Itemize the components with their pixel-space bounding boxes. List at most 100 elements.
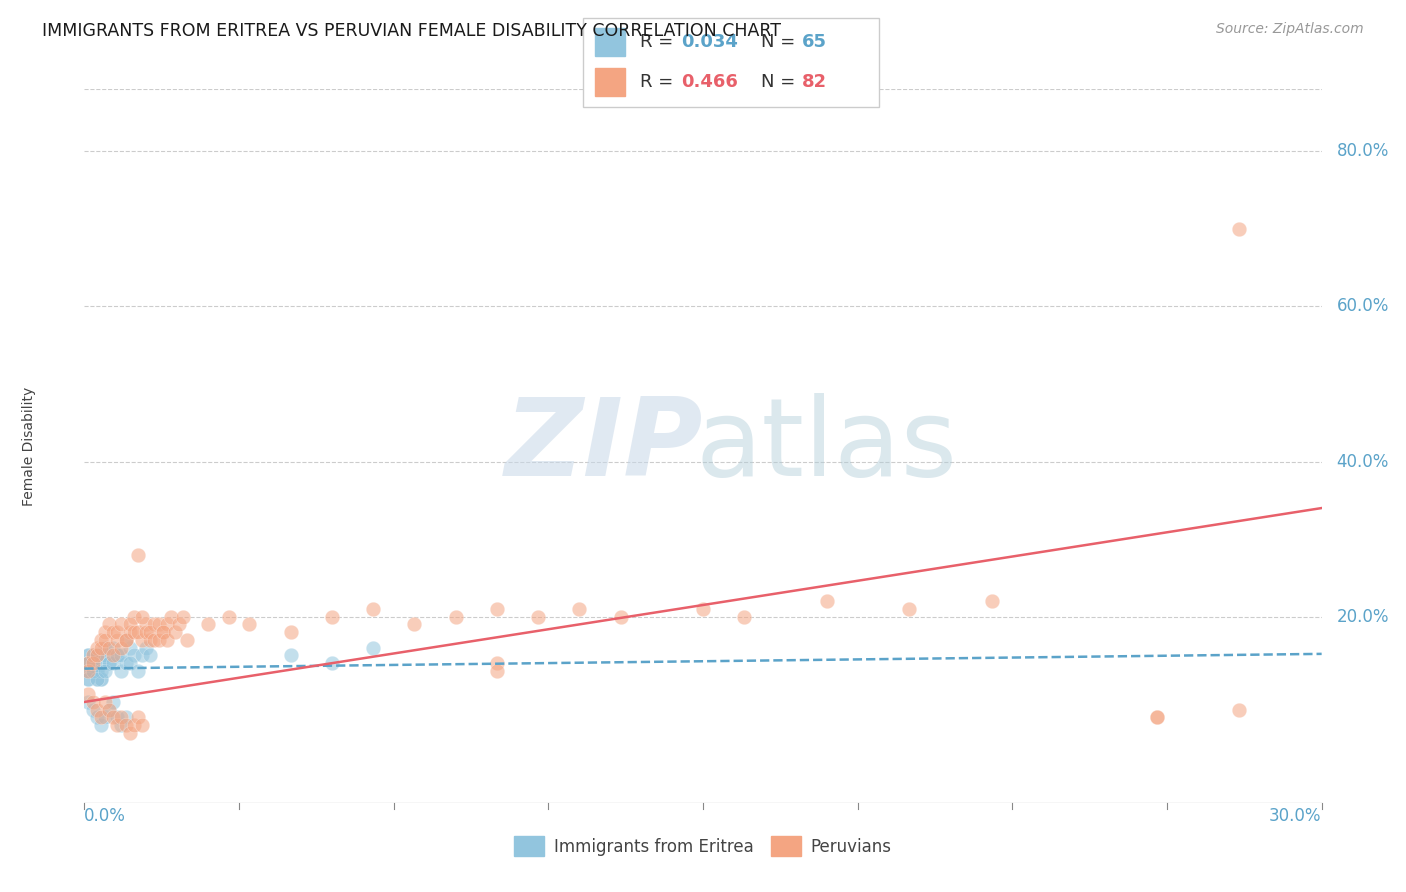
Point xyxy=(135,617,157,632)
Point xyxy=(82,664,104,678)
Point xyxy=(122,609,145,624)
Point xyxy=(105,648,128,663)
Text: Female Disability: Female Disability xyxy=(21,386,35,506)
Point xyxy=(103,648,125,663)
Point xyxy=(90,718,112,732)
Point xyxy=(90,640,112,655)
Point xyxy=(122,625,145,640)
Point xyxy=(86,672,108,686)
Point xyxy=(90,710,112,724)
Point xyxy=(361,640,384,655)
Point xyxy=(143,617,166,632)
Legend: Immigrants from Eritrea, Peruvians: Immigrants from Eritrea, Peruvians xyxy=(508,830,898,863)
Point xyxy=(114,632,136,647)
Point xyxy=(103,695,125,709)
Point xyxy=(77,656,100,670)
Point xyxy=(135,640,157,655)
Text: ZIP: ZIP xyxy=(505,393,703,499)
Point xyxy=(361,602,384,616)
Point xyxy=(98,640,121,655)
Point xyxy=(94,664,117,678)
Point xyxy=(165,625,187,640)
Text: 0.034: 0.034 xyxy=(681,33,738,51)
Point xyxy=(82,656,104,670)
Point xyxy=(98,656,121,670)
Point xyxy=(77,656,100,670)
Point xyxy=(86,648,108,663)
Point xyxy=(156,632,179,647)
Point xyxy=(82,648,104,663)
Point xyxy=(1227,222,1250,236)
Point xyxy=(82,656,104,670)
Point xyxy=(86,672,108,686)
Point xyxy=(77,672,100,686)
Point xyxy=(77,695,100,709)
Point xyxy=(82,656,104,670)
Point xyxy=(77,664,100,678)
Point xyxy=(82,703,104,717)
Point xyxy=(148,617,170,632)
Point xyxy=(103,656,125,670)
Point xyxy=(135,625,157,640)
Point xyxy=(321,656,343,670)
Point xyxy=(110,710,132,724)
Point xyxy=(82,664,104,678)
Point xyxy=(167,617,190,632)
Point xyxy=(898,602,921,616)
Point xyxy=(103,625,125,640)
Point xyxy=(118,726,141,740)
Text: 20.0%: 20.0% xyxy=(1337,607,1389,625)
Text: N =: N = xyxy=(761,33,800,51)
Point xyxy=(160,609,183,624)
Point xyxy=(94,648,117,663)
Text: N =: N = xyxy=(761,73,800,91)
Point xyxy=(131,718,153,732)
Point xyxy=(1146,710,1168,724)
Point xyxy=(103,710,125,724)
Point xyxy=(980,594,1002,608)
Point xyxy=(94,632,117,647)
Point xyxy=(485,664,508,678)
Point xyxy=(148,632,170,647)
Point xyxy=(114,656,136,670)
Point xyxy=(152,625,174,640)
Text: 40.0%: 40.0% xyxy=(1337,452,1389,470)
Point xyxy=(485,602,508,616)
Text: IMMIGRANTS FROM ERITREA VS PERUVIAN FEMALE DISABILITY CORRELATION CHART: IMMIGRANTS FROM ERITREA VS PERUVIAN FEMA… xyxy=(42,22,782,40)
Point xyxy=(139,632,162,647)
Point xyxy=(110,664,132,678)
Point xyxy=(86,648,108,663)
Point xyxy=(77,672,100,686)
Point xyxy=(1146,710,1168,724)
Point xyxy=(114,710,136,724)
Point xyxy=(110,648,132,663)
Point xyxy=(139,648,162,663)
Point xyxy=(156,617,179,632)
Point xyxy=(90,672,112,686)
Point xyxy=(176,632,198,647)
Point xyxy=(86,648,108,663)
Point xyxy=(238,617,260,632)
Point xyxy=(82,664,104,678)
Point xyxy=(118,640,141,655)
Point xyxy=(77,656,100,670)
Point xyxy=(110,640,132,655)
Point xyxy=(94,640,117,655)
Point xyxy=(127,548,149,562)
Point xyxy=(131,632,153,647)
Text: 82: 82 xyxy=(801,73,827,91)
Point xyxy=(609,609,631,624)
Point xyxy=(152,625,174,640)
Point xyxy=(77,656,100,670)
Point xyxy=(94,625,117,640)
Point xyxy=(122,718,145,732)
Point xyxy=(131,609,153,624)
FancyBboxPatch shape xyxy=(583,18,879,107)
Point xyxy=(131,648,153,663)
Point xyxy=(105,710,128,724)
Point xyxy=(86,640,108,655)
Point xyxy=(118,625,141,640)
Text: R =: R = xyxy=(640,73,679,91)
Point xyxy=(122,648,145,663)
Point xyxy=(105,625,128,640)
